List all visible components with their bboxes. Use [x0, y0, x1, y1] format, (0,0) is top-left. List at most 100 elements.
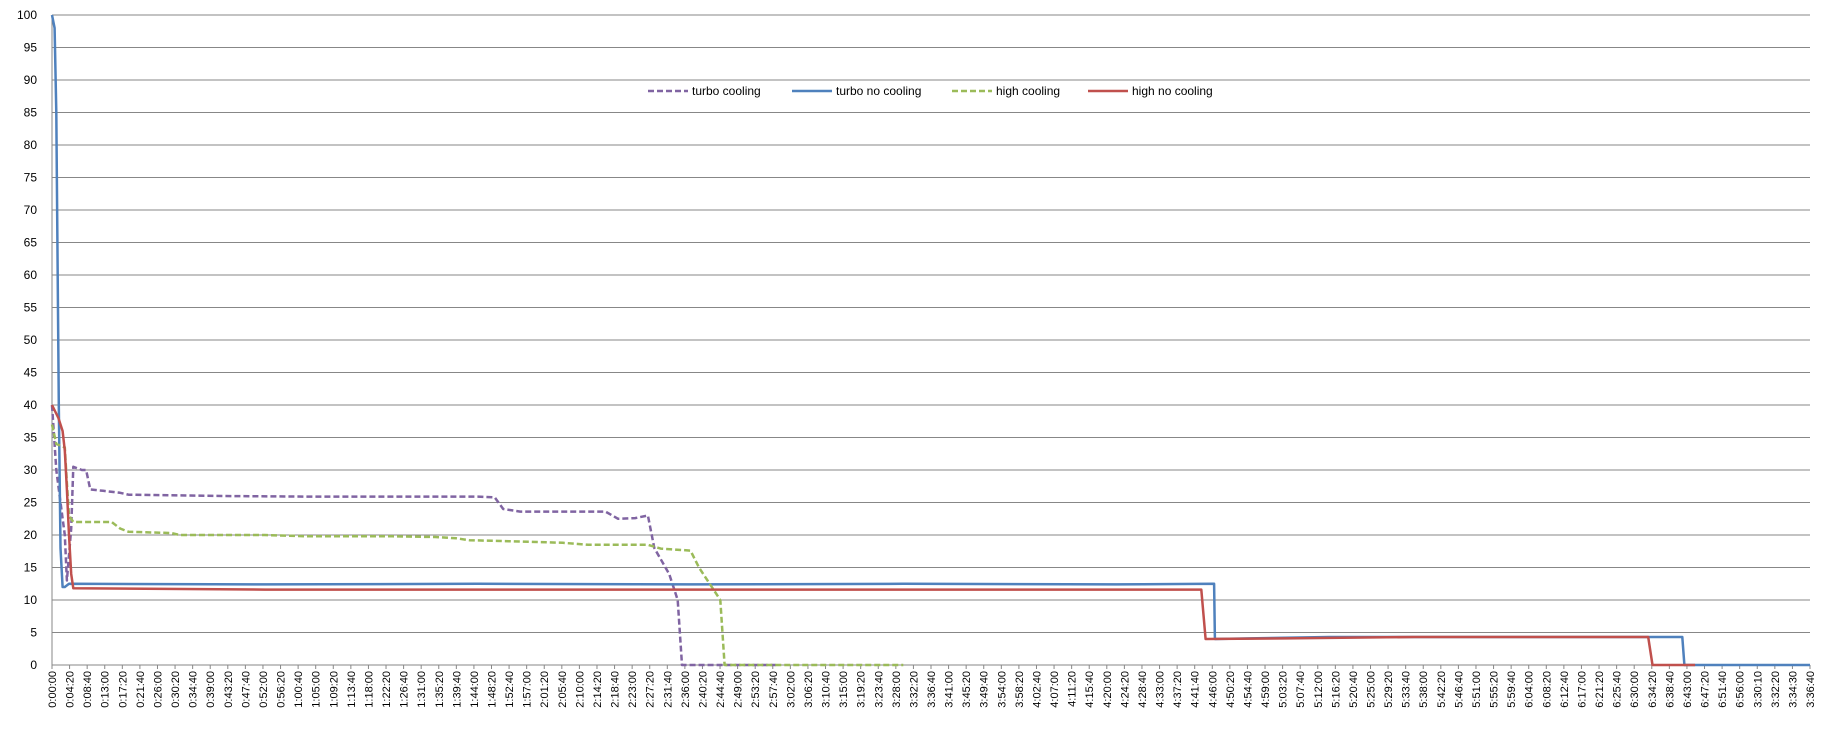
x-tick-label: 1:39:40 [451, 671, 463, 708]
x-tick-label: 1:44:00 [469, 671, 481, 708]
x-tick-label: 2:27:20 [645, 671, 657, 708]
x-tick-label: 0:43:20 [223, 671, 235, 708]
y-tick-label: 70 [24, 203, 38, 217]
series-line-high-no-cooling [50, 404, 1696, 667]
legend: turbo cooling turbo no cooling high coolin… [648, 84, 1213, 98]
x-tick-label: 3:49:40 [979, 671, 991, 708]
x-tick-label: 3:30:10 [1752, 671, 1764, 708]
x-tick-label: 6:17:00 [1576, 671, 1588, 708]
x-tick-label: 1:09:20 [328, 671, 340, 708]
grid-layer [51, 14, 1811, 669]
x-tick-label: 4:50:20 [1225, 671, 1237, 708]
x-tick-label: 0:47:40 [240, 671, 252, 708]
y-tick-label: 85 [24, 106, 38, 120]
x-tick-label: 5:16:20 [1330, 671, 1342, 708]
x-tick-label: 6:12:40 [1559, 671, 1571, 708]
x-tick-label: 5:42:20 [1436, 671, 1448, 708]
x-tick-label: 4:41:40 [1190, 671, 1202, 708]
x-tick-label: 5:07:40 [1295, 671, 1307, 708]
x-tick-label: 2:05:40 [557, 671, 569, 708]
x-tick-label: 6:25:40 [1612, 671, 1624, 708]
x-tick-label: 0:56:20 [276, 671, 288, 708]
x-tick-label: 0:13:00 [100, 671, 112, 708]
x-tick-label: 0:04:20 [65, 671, 77, 708]
y-tick-label: 15 [24, 561, 38, 575]
x-tick-label: 1:05:00 [311, 671, 323, 708]
x-tick-label: 5:33:40 [1401, 671, 1413, 708]
x-tick-label: 2:40:20 [697, 671, 709, 708]
y-tick-label: 65 [24, 236, 38, 250]
y-tick-label: 100 [17, 8, 37, 22]
y-tick-label: 35 [24, 431, 38, 445]
y-tick-label: 80 [24, 138, 38, 152]
x-tick-label: 3:23:40 [873, 671, 885, 708]
x-tick-label: 2:18:40 [610, 671, 622, 708]
x-tick-label: 5:03:20 [1278, 671, 1290, 708]
y-axis-tick-labels: 0 5 10 15 20 25 30 35 40 45 50 55 60 65 70 75 80 85 90 95 10… [17, 8, 37, 672]
x-tick-label: 2:01:20 [539, 671, 551, 708]
x-tick-label: 1:22:20 [381, 671, 393, 708]
x-tick-label: 4:02:40 [1031, 671, 1043, 708]
x-tick-label: 4:24:20 [1119, 671, 1131, 708]
y-tick-label: 10 [24, 593, 38, 607]
x-tick-label: 2:23:00 [627, 671, 639, 708]
x-tick-label: 3:02:00 [785, 671, 797, 708]
x-tick-label: 6:21:20 [1594, 671, 1606, 708]
x-tick-label: 2:14:20 [592, 671, 604, 708]
x-tick-label: 3:45:20 [961, 671, 973, 708]
x-tick-label: 2:49:00 [733, 671, 745, 708]
x-tick-label: 5:46:40 [1453, 671, 1465, 708]
x-tick-label: 3:28:00 [891, 671, 903, 708]
x-tick-label: 0:52:00 [258, 671, 270, 708]
x-tick-label: 3:34:30 [1787, 671, 1799, 708]
x-tick-label: 0:30:20 [170, 671, 182, 708]
x-tick-label: 6:56:00 [1735, 671, 1747, 708]
x-tick-label: 4:46:00 [1207, 671, 1219, 708]
x-tick-label: 1:18:00 [363, 671, 375, 708]
x-axis-tick-labels: 0:00:00 0:04:20 0:08:40 0:13:00 0:17:20 0:21:… [47, 671, 1817, 708]
series-line-high-cooling [50, 424, 904, 667]
series-layer [50, 14, 1810, 667]
x-tick-label: 4:20:00 [1102, 671, 1114, 708]
x-tick-label: 3:06:20 [803, 671, 815, 708]
legend-label-turbo-cooling: turbo cooling [692, 84, 761, 98]
y-tick-label: 75 [24, 171, 38, 185]
x-tick-label: 4:11:20 [1067, 671, 1079, 707]
y-tick-label: 0 [30, 658, 37, 672]
x-tick-label: 3:36:40 [1805, 671, 1817, 708]
x-tick-label: 1:00:40 [293, 671, 305, 708]
x-tick-label: 3:54:00 [996, 671, 1008, 708]
x-tick-label: 0:39:00 [205, 671, 217, 708]
y-tick-label: 55 [24, 301, 38, 315]
x-tick-label: 0:34:40 [188, 671, 200, 708]
x-tick-label: 0:00:00 [47, 671, 59, 708]
x-tick-label: 6:30:00 [1629, 671, 1641, 708]
x-tick-label: 2:31:40 [662, 671, 674, 708]
x-tick-label: 3:32:20 [1770, 671, 1782, 708]
x-tick-label: 2:44:40 [715, 671, 727, 708]
x-tick-label: 4:07:00 [1049, 671, 1061, 708]
x-tick-label: 1:35:20 [434, 671, 446, 708]
x-tick-label: 5:55:20 [1489, 671, 1501, 708]
y-tick-label: 25 [24, 496, 38, 510]
x-tick-label: 2:57:40 [768, 671, 780, 708]
x-tick-label: 3:36:40 [926, 671, 938, 708]
x-tick-label: 1:26:40 [399, 671, 411, 708]
y-tick-label: 95 [24, 41, 38, 55]
y-tick-label: 90 [24, 73, 38, 87]
x-tick-label: 3:32:20 [908, 671, 920, 708]
x-tick-label: 1:57:00 [522, 671, 534, 708]
x-tick-label: 1:52:40 [504, 671, 516, 708]
legend-label-high-cooling: high cooling [996, 84, 1060, 98]
x-tick-label: 6:47:20 [1700, 671, 1712, 708]
x-tick-label: 4:28:40 [1137, 671, 1149, 708]
legend-label-high-no-cooling: high no cooling [1132, 84, 1213, 98]
y-tick-label: 45 [24, 366, 38, 380]
x-tick-label: 2:36:00 [680, 671, 692, 708]
x-tick-label: 4:37:20 [1172, 671, 1184, 708]
x-tick-label: 5:51:00 [1471, 671, 1483, 708]
x-tick-label: 0:17:20 [117, 671, 129, 708]
x-tick-label: 5:59:40 [1506, 671, 1518, 708]
x-tick-label: 2:53:20 [750, 671, 762, 708]
